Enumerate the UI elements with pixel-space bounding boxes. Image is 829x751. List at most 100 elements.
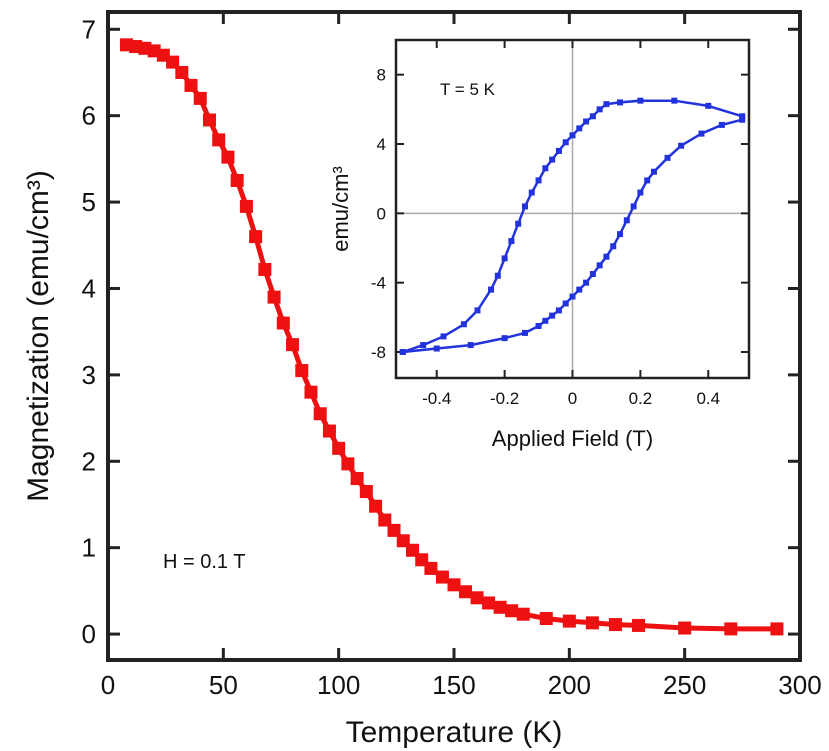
y-tick-label: 1 bbox=[82, 533, 96, 563]
hysteresis-point bbox=[589, 271, 596, 277]
data-point bbox=[632, 618, 646, 632]
inset-hysteresis-plot: -0.4 -0.2 0 0.2 0.4 -8 -4 0 4 8 Applied Field (T) e… bbox=[328, 38, 751, 451]
hysteresis-point bbox=[555, 147, 562, 154]
inset-x-tick-label: -0.2 bbox=[490, 389, 519, 408]
hysteresis-point bbox=[650, 168, 657, 175]
hysteresis-point bbox=[569, 293, 576, 300]
data-point bbox=[221, 150, 235, 164]
data-point bbox=[350, 472, 364, 486]
hysteresis-point bbox=[562, 300, 569, 307]
inset-x-tick-label: 0.4 bbox=[696, 389, 720, 408]
hysteresis-point bbox=[617, 231, 624, 238]
data-point bbox=[193, 91, 207, 105]
data-point bbox=[387, 523, 401, 537]
inset-x-axis-title: Applied Field (T) bbox=[492, 426, 653, 451]
y-tick-label: 6 bbox=[82, 101, 96, 131]
inset-x-tick-label: -0.4 bbox=[422, 389, 451, 408]
hysteresis-point bbox=[535, 323, 542, 329]
hysteresis-point bbox=[739, 116, 746, 123]
data-point bbox=[249, 230, 263, 244]
data-point bbox=[493, 600, 507, 614]
inset-x-tick-label: 0 bbox=[568, 389, 577, 408]
hysteresis-point bbox=[433, 345, 440, 352]
data-point bbox=[175, 65, 189, 79]
hysteresis-point bbox=[610, 243, 617, 250]
hysteresis-point bbox=[637, 97, 644, 104]
data-point bbox=[286, 338, 300, 352]
data-point bbox=[378, 513, 392, 527]
hysteresis-point bbox=[535, 177, 542, 184]
data-point bbox=[304, 385, 318, 399]
hysteresis-point bbox=[739, 113, 746, 120]
data-point bbox=[516, 607, 530, 621]
data-point bbox=[435, 570, 449, 584]
data-point bbox=[608, 618, 622, 632]
hysteresis-point bbox=[644, 177, 651, 184]
hysteresis-point bbox=[549, 156, 556, 163]
data-point bbox=[322, 424, 336, 438]
hysteresis-point bbox=[637, 189, 644, 196]
hysteresis-point bbox=[576, 286, 583, 293]
data-point bbox=[313, 407, 327, 421]
hysteresis-point bbox=[617, 99, 624, 106]
hysteresis-point bbox=[705, 102, 712, 109]
data-point bbox=[770, 622, 784, 636]
data-point bbox=[678, 621, 692, 635]
data-point bbox=[470, 591, 484, 605]
hysteresis-point bbox=[589, 113, 596, 120]
hysteresis-point bbox=[542, 165, 549, 172]
hysteresis-point bbox=[501, 255, 508, 262]
inset-y-tick-label: 0 bbox=[377, 204, 386, 223]
data-point bbox=[369, 499, 383, 513]
hysteresis-point bbox=[664, 154, 671, 161]
data-point bbox=[724, 622, 738, 636]
data-point bbox=[405, 543, 419, 557]
hysteresis-point bbox=[420, 342, 427, 349]
data-point bbox=[396, 534, 410, 548]
data-point bbox=[359, 485, 373, 499]
hysteresis-point bbox=[501, 335, 508, 342]
hysteresis-point bbox=[549, 312, 556, 319]
hysteresis-point bbox=[583, 118, 590, 125]
hysteresis-point bbox=[521, 203, 528, 210]
y-tick-label: 3 bbox=[82, 360, 96, 390]
hysteresis-point bbox=[521, 329, 528, 336]
data-point bbox=[230, 173, 244, 187]
inset-temperature-annotation: T = 5 K bbox=[440, 80, 496, 99]
data-point bbox=[332, 441, 346, 455]
inset-x-tick-label: 0.2 bbox=[629, 389, 653, 408]
x-tick-label: 100 bbox=[317, 670, 360, 700]
hysteresis-point bbox=[488, 286, 495, 293]
hysteresis-point bbox=[596, 262, 603, 269]
y-tick-label: 0 bbox=[82, 619, 96, 649]
data-point bbox=[212, 133, 226, 147]
hysteresis-point bbox=[698, 130, 705, 137]
x-tick-label: 300 bbox=[778, 670, 821, 700]
data-point bbox=[505, 604, 519, 618]
data-point bbox=[295, 364, 309, 378]
hysteresis-point bbox=[596, 106, 603, 113]
data-point bbox=[267, 290, 281, 304]
hysteresis-point bbox=[576, 125, 583, 132]
hysteresis-point bbox=[630, 203, 637, 210]
hysteresis-point bbox=[460, 321, 467, 328]
hysteresis-point bbox=[515, 220, 522, 227]
hysteresis-point bbox=[569, 132, 576, 139]
hysteresis-point bbox=[528, 189, 535, 196]
data-point bbox=[539, 612, 553, 626]
inset-y-tick-label: 8 bbox=[377, 66, 386, 85]
data-point bbox=[562, 614, 576, 628]
data-point bbox=[184, 78, 198, 92]
field-annotation: H = 0.1 T bbox=[163, 551, 245, 573]
x-tick-label: 150 bbox=[432, 670, 475, 700]
hysteresis-point bbox=[623, 217, 630, 224]
y-tick-label: 2 bbox=[82, 446, 96, 476]
hysteresis-point bbox=[399, 349, 406, 355]
hysteresis-point bbox=[562, 139, 569, 146]
inset-y-tick-label: -4 bbox=[371, 274, 386, 293]
x-tick-label: 50 bbox=[209, 670, 238, 700]
hysteresis-point bbox=[583, 279, 590, 286]
y-axis-title: Magnetization (emu/cm³) bbox=[22, 170, 55, 502]
hysteresis-point bbox=[508, 238, 515, 245]
